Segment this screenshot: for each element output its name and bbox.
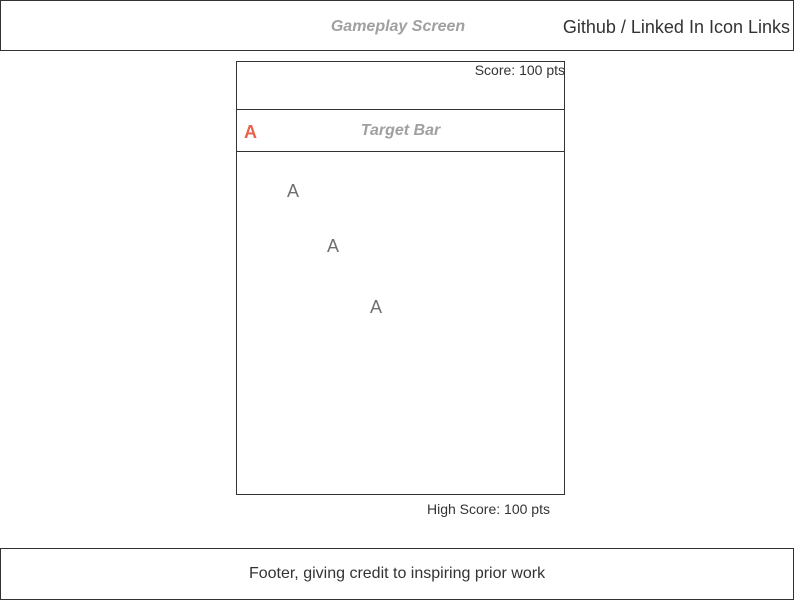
page-title: Gameplay Screen bbox=[330, 18, 466, 35]
falling-letter: A bbox=[370, 297, 383, 317]
falling-letter: A bbox=[287, 181, 300, 201]
header: Gameplay Screen Github / Linked In Icon … bbox=[0, 0, 794, 51]
high-score-display: High Score: 100 pts bbox=[427, 501, 550, 517]
target-letter: A bbox=[244, 122, 257, 142]
footer: Footer, giving credit to inspiring prior… bbox=[0, 548, 794, 600]
falling-letter: A bbox=[327, 236, 340, 256]
footer-credits: Footer, giving credit to inspiring prior… bbox=[248, 565, 546, 582]
score-display: Score: 100 pts bbox=[474, 62, 565, 78]
social-icon-links[interactable]: Github / Linked In Icon Links bbox=[562, 17, 790, 37]
target-bar: Target Bar A bbox=[237, 109, 564, 152]
target-bar-label: Target Bar bbox=[360, 122, 441, 139]
game-area[interactable]: Score: 100 pts Target Bar A A A A bbox=[236, 61, 565, 495]
